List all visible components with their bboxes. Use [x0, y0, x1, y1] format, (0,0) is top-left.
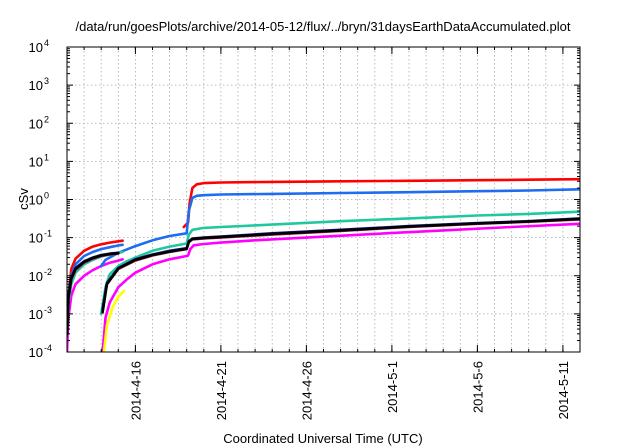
y-tick-label: 10: [29, 269, 43, 284]
y-tick-exponent: 0: [44, 191, 49, 201]
series-line: [101, 218, 580, 313]
x-tick-label: 2014-5-11: [556, 361, 571, 419]
y-tick-exponent: -2: [44, 267, 52, 277]
y-tick-label: 10: [29, 154, 43, 169]
x-tick-label: 2014-4-21: [214, 361, 229, 420]
y-axis-label: cSv: [16, 188, 31, 210]
y-tick-exponent: -3: [44, 305, 52, 315]
y-tick-exponent: 2: [44, 114, 49, 124]
grid: [67, 47, 580, 352]
series-line: [99, 210, 580, 316]
x-axis-label: Coordinated Universal Time (UTC): [223, 431, 422, 446]
x-tick-label: 2014-5-1: [385, 361, 400, 413]
y-tick-label: 10: [29, 78, 43, 93]
series-line: [101, 222, 580, 352]
y-tick-label: 10: [29, 307, 43, 322]
y-tick-exponent: 1: [44, 152, 49, 162]
x-tick-label: 2014-5-6: [470, 361, 485, 413]
y-tick-exponent: 3: [44, 76, 49, 86]
series-line: [101, 217, 580, 314]
series-line: [67, 258, 124, 352]
y-tick-label: 10: [29, 193, 43, 208]
x-tick-label: 2014-4-26: [299, 361, 314, 420]
y-tick-label: 10: [29, 345, 43, 360]
series-line: [67, 251, 120, 336]
chart-title: /data/run/goesPlots/archive/2014-05-12/f…: [75, 19, 570, 34]
y-tick-exponent: 4: [44, 38, 49, 48]
series-layer: [67, 177, 580, 352]
y-tick-label: 10: [29, 231, 43, 246]
y-tick-exponent: -4: [44, 343, 52, 353]
series-line: [99, 188, 580, 268]
y-tick-exponent: -1: [44, 229, 52, 239]
y-tick-label: 10: [29, 116, 43, 131]
x-tick-label: 2014-4-16: [128, 361, 143, 420]
series-line: [102, 289, 126, 352]
y-tick-label: 10: [29, 40, 43, 55]
